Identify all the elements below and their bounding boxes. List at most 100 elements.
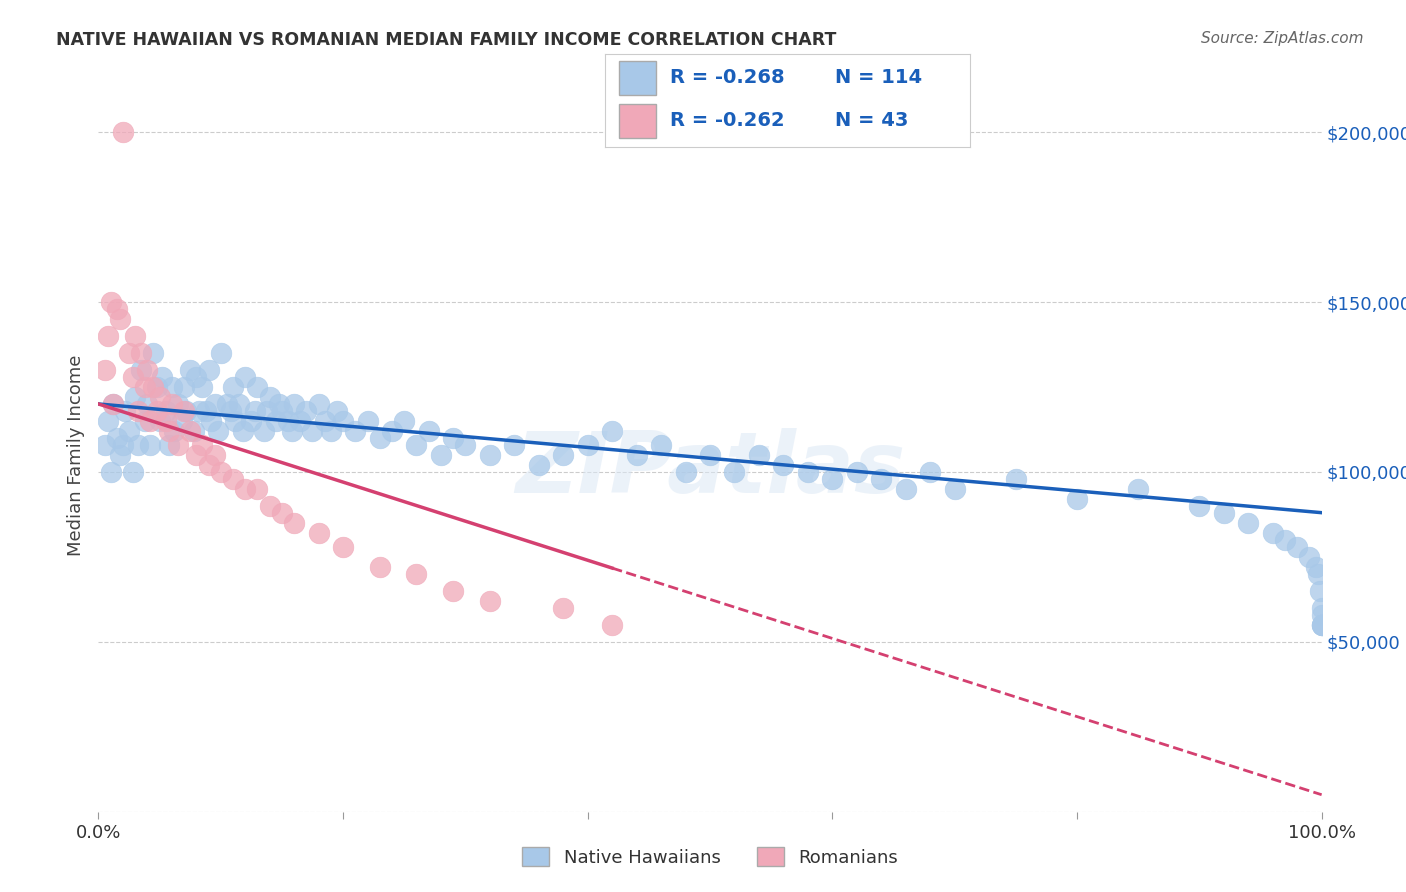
Point — [894, 482, 917, 496]
Point — [134, 380, 156, 394]
Point — [280, 424, 302, 438]
Point — [675, 465, 697, 479]
Point — [97, 329, 120, 343]
Point — [454, 438, 477, 452]
Text: N = 43: N = 43 — [835, 111, 908, 130]
Point — [176, 403, 198, 417]
Point — [163, 424, 186, 438]
Point — [129, 363, 152, 377]
Point — [1128, 482, 1150, 496]
Point — [240, 414, 263, 428]
Point — [155, 414, 177, 428]
Point — [441, 583, 464, 598]
Point — [478, 448, 501, 462]
Point — [332, 414, 354, 428]
Point — [209, 465, 232, 479]
Point — [356, 414, 378, 428]
Point — [160, 397, 183, 411]
Point — [290, 414, 312, 428]
Point — [127, 438, 149, 452]
Point — [314, 414, 336, 428]
Point — [124, 329, 146, 343]
Point — [821, 472, 844, 486]
Point — [149, 390, 172, 404]
Point — [1261, 526, 1284, 541]
Text: NATIVE HAWAIIAN VS ROMANIAN MEDIAN FAMILY INCOME CORRELATION CHART: NATIVE HAWAIIAN VS ROMANIAN MEDIAN FAMIL… — [56, 31, 837, 49]
Point — [233, 482, 256, 496]
Point — [269, 397, 291, 411]
Point — [1309, 583, 1331, 598]
Point — [1310, 617, 1333, 632]
Point — [626, 448, 648, 462]
Point — [920, 465, 942, 479]
Point — [101, 397, 124, 411]
Point — [197, 458, 219, 472]
Point — [139, 438, 162, 452]
Point — [160, 380, 183, 394]
Point — [110, 312, 132, 326]
Point — [1212, 506, 1234, 520]
Point — [228, 397, 250, 411]
Point — [283, 397, 305, 411]
Point — [204, 448, 226, 462]
Point — [157, 438, 180, 452]
Text: R = -0.262: R = -0.262 — [671, 111, 785, 130]
Point — [1274, 533, 1296, 547]
Point — [142, 346, 165, 360]
Point — [405, 566, 427, 581]
Point — [576, 438, 599, 452]
Point — [100, 465, 122, 479]
Point — [170, 414, 193, 428]
Point — [195, 403, 218, 417]
Point — [127, 403, 149, 417]
Point — [155, 403, 177, 417]
Point — [121, 465, 143, 479]
Point — [600, 617, 623, 632]
Point — [111, 125, 134, 139]
Point — [207, 424, 229, 438]
Point — [136, 363, 159, 377]
Point — [295, 403, 318, 417]
Point — [124, 390, 146, 404]
Point — [167, 397, 190, 411]
Point — [204, 397, 226, 411]
Point — [191, 438, 214, 452]
Point — [105, 431, 128, 445]
Point — [870, 472, 893, 486]
Point — [430, 448, 453, 462]
Point — [200, 414, 222, 428]
Point — [259, 499, 281, 513]
Point — [1310, 617, 1333, 632]
Point — [368, 431, 391, 445]
Point — [186, 369, 208, 384]
Point — [209, 346, 232, 360]
Point — [600, 424, 623, 438]
Point — [157, 424, 180, 438]
Point — [186, 448, 208, 462]
Point — [105, 301, 128, 316]
Point — [1237, 516, 1260, 530]
Point — [503, 438, 526, 452]
Text: R = -0.268: R = -0.268 — [671, 68, 785, 87]
Point — [114, 403, 136, 417]
Point — [797, 465, 820, 479]
Point — [100, 295, 122, 310]
Point — [301, 424, 323, 438]
Point — [308, 526, 330, 541]
Point — [118, 424, 141, 438]
Point — [650, 438, 672, 452]
Point — [110, 448, 132, 462]
Legend: Native Hawaiians, Romanians: Native Hawaiians, Romanians — [515, 840, 905, 874]
Bar — [619, 104, 655, 138]
Point — [1310, 607, 1333, 622]
Point — [772, 458, 794, 472]
Point — [723, 465, 745, 479]
Point — [256, 403, 278, 417]
Point — [553, 600, 575, 615]
Point — [326, 403, 349, 417]
Point — [1004, 472, 1026, 486]
Point — [381, 424, 404, 438]
Point — [1286, 540, 1309, 554]
Point — [93, 438, 115, 452]
Point — [222, 380, 245, 394]
